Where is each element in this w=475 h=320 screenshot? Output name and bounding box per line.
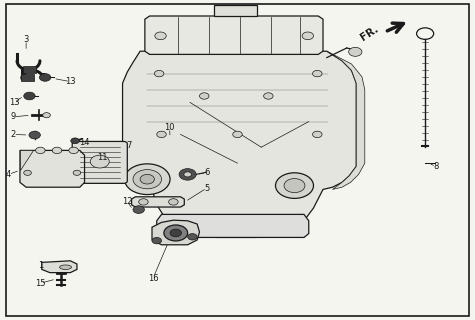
FancyBboxPatch shape (72, 141, 127, 183)
Circle shape (29, 131, 40, 139)
Circle shape (184, 172, 191, 177)
Text: 10: 10 (164, 124, 175, 132)
Circle shape (24, 170, 31, 175)
Text: 6: 6 (204, 168, 209, 177)
FancyBboxPatch shape (23, 66, 36, 73)
Polygon shape (214, 5, 256, 16)
Circle shape (170, 229, 181, 237)
Circle shape (152, 237, 162, 244)
Circle shape (43, 113, 50, 118)
Polygon shape (157, 214, 309, 237)
Text: 2: 2 (10, 130, 16, 139)
Circle shape (179, 169, 196, 180)
Text: 13: 13 (9, 98, 19, 107)
Circle shape (73, 170, 81, 175)
Text: 12: 12 (122, 197, 133, 206)
Text: 15: 15 (35, 279, 46, 288)
Circle shape (233, 131, 242, 138)
Circle shape (154, 70, 164, 77)
Polygon shape (123, 51, 356, 237)
Circle shape (164, 225, 188, 241)
Text: FR.: FR. (358, 23, 380, 43)
Polygon shape (132, 197, 184, 207)
Circle shape (264, 93, 273, 99)
Circle shape (133, 206, 144, 213)
Polygon shape (42, 261, 77, 273)
Circle shape (200, 93, 209, 99)
Circle shape (36, 147, 45, 154)
Text: 4: 4 (6, 170, 11, 179)
Circle shape (157, 131, 166, 138)
Circle shape (124, 164, 170, 195)
Circle shape (188, 234, 197, 240)
FancyBboxPatch shape (21, 74, 34, 81)
Circle shape (69, 147, 78, 154)
Circle shape (90, 155, 109, 168)
Circle shape (139, 199, 148, 205)
Circle shape (39, 74, 51, 81)
Text: 3: 3 (23, 36, 29, 44)
Polygon shape (145, 16, 323, 54)
Circle shape (169, 199, 178, 205)
Circle shape (52, 147, 62, 154)
Polygon shape (327, 51, 365, 189)
Text: 5: 5 (204, 184, 209, 193)
Text: 16: 16 (148, 274, 158, 283)
Circle shape (349, 47, 362, 56)
Circle shape (284, 179, 305, 193)
Circle shape (302, 32, 314, 40)
Text: 13: 13 (65, 77, 76, 86)
Text: 8: 8 (433, 162, 439, 171)
Polygon shape (152, 220, 200, 245)
Ellipse shape (60, 265, 72, 269)
Text: 1: 1 (38, 261, 43, 270)
Text: 7: 7 (126, 141, 132, 150)
Text: 9: 9 (10, 112, 16, 121)
Circle shape (155, 32, 166, 40)
Circle shape (24, 92, 35, 100)
Polygon shape (20, 150, 33, 170)
Text: 14: 14 (79, 138, 90, 147)
Circle shape (276, 173, 314, 198)
Polygon shape (20, 150, 85, 187)
Circle shape (133, 170, 162, 189)
Circle shape (313, 131, 322, 138)
Circle shape (140, 174, 154, 184)
Circle shape (71, 138, 79, 144)
Text: 11: 11 (97, 153, 107, 162)
Circle shape (313, 70, 322, 77)
